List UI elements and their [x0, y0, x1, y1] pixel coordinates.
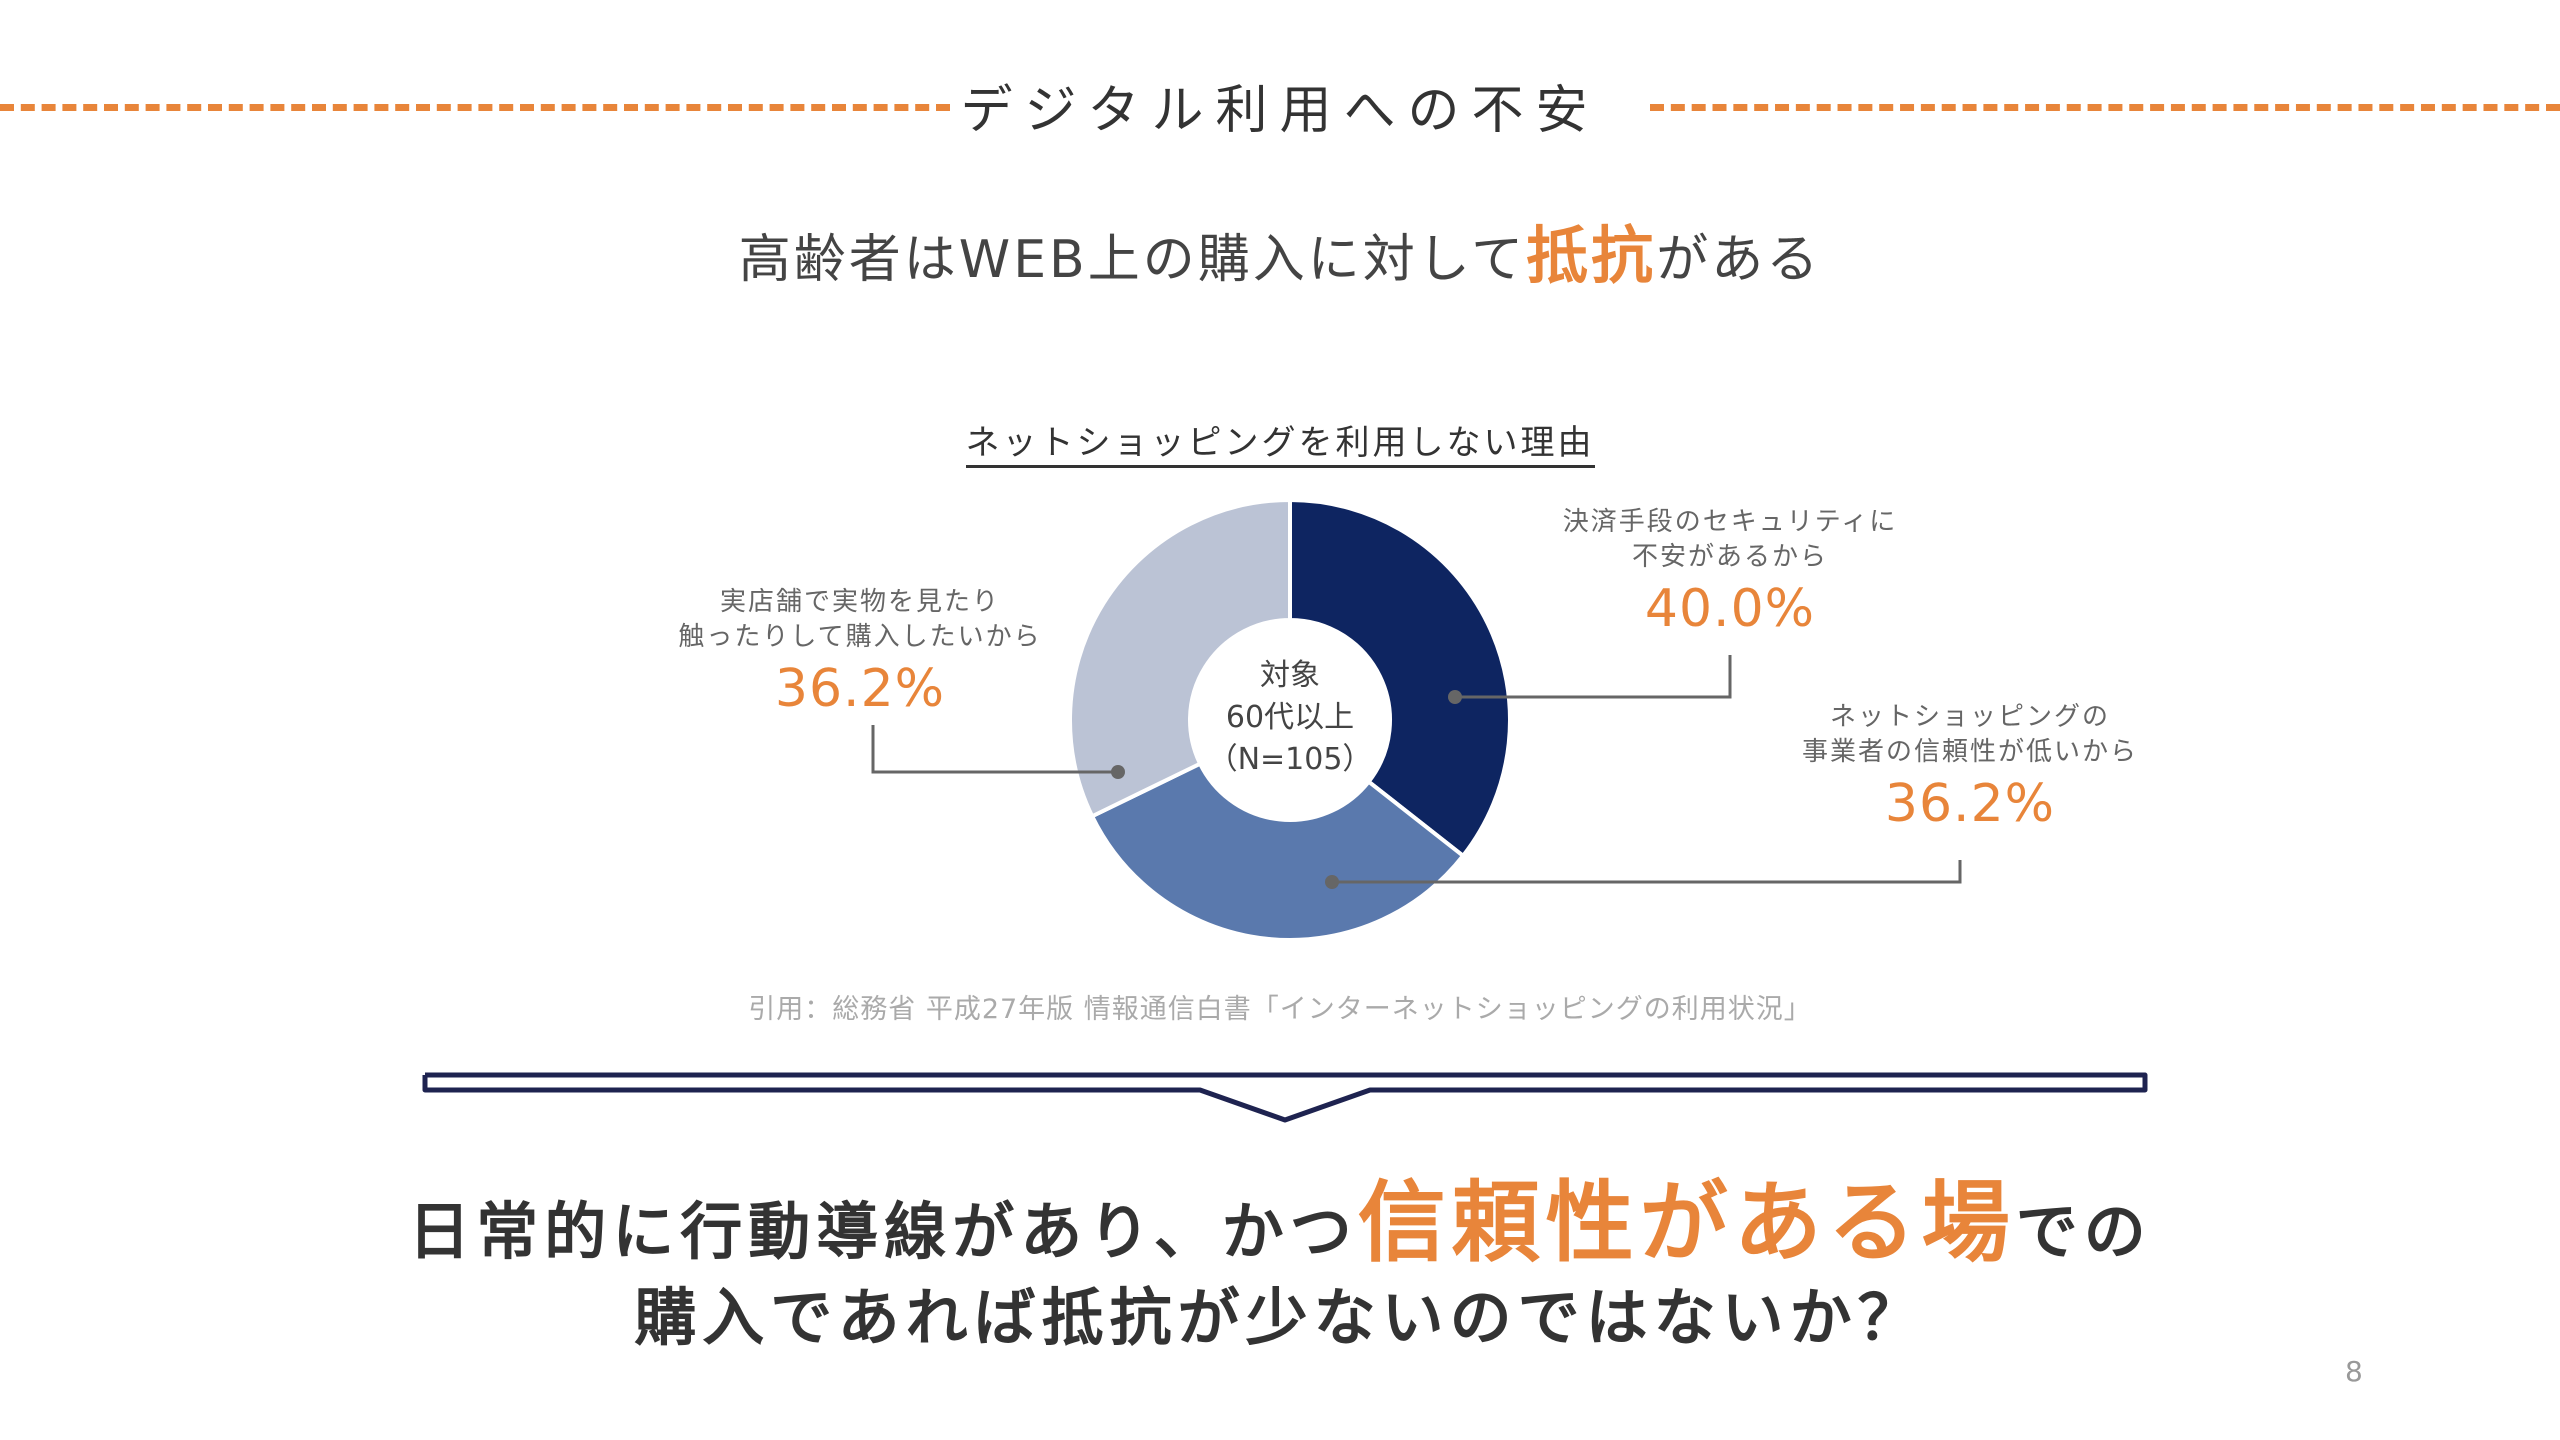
- callout-security-line-1: 決済手段のセキュリティに: [1562, 507, 1898, 537]
- chart-title: ネットショッピングを利用しない理由: [0, 415, 2560, 468]
- callout-trust: ネットショッピングの 事業者の信頼性が低いから 36.2%: [1760, 700, 2180, 836]
- citation: 引用：総務省 平成27年版 情報通信白書「インターネットショッピングの利用状況」: [748, 994, 1812, 1025]
- leader-line-instore-dot: [1111, 765, 1125, 779]
- subtitle-text: 高齢者はWEB上の購入に対して: [738, 230, 1527, 290]
- callout-instore-line-1: 実店舗で実物を見たり: [719, 587, 1000, 617]
- bracket-shape: [422, 1072, 2148, 1123]
- header-dashed-line-right: [1650, 104, 2560, 111]
- subtitle-text-end: がある: [1656, 230, 1822, 290]
- center-label-line-2: 60代以上: [1225, 700, 1355, 735]
- conclusion-line-1: 日常的に行動導線があり、かつ信頼性がある場での: [0, 1179, 2560, 1275]
- donut-slice-security: [1288, 497, 1512, 859]
- leader-line-trust: [1332, 860, 1962, 884]
- callout-instore: 実店舗で実物を見たり 触ったりして購入したいから 36.2%: [640, 585, 1080, 721]
- callout-trust-value: 36.2%: [1884, 774, 2056, 834]
- callout-security-value: 40.0%: [1644, 579, 1816, 639]
- leader-line-instore: [871, 725, 1118, 774]
- center-label-line-3: （N=105）: [1207, 742, 1373, 777]
- callout-instore-line-2: 触ったりして購入したいから: [678, 622, 1042, 652]
- slide-subtitle: 高齢者はWEB上の購入に対して抵抗がある: [0, 205, 2560, 295]
- callout-instore-value: 36.2%: [774, 659, 946, 719]
- conclusion: 日常的に行動導線があり、かつ信頼性がある場での 購入であれば抵抗が少ないのではな…: [0, 1179, 2560, 1361]
- donut-slice-instore: [1068, 497, 1292, 819]
- donut-center-label: 対象 60代以上 （N=105）: [1160, 655, 1420, 781]
- page-number: 8: [2345, 1355, 2363, 1388]
- center-label-line-1: 対象: [1260, 658, 1320, 693]
- section-title: デジタル利用への不安: [960, 81, 1600, 141]
- callout-trust-line-2: 事業者の信頼性が低いから: [1801, 737, 2138, 767]
- conclusion-highlight: 信頼性がある場: [1357, 1171, 2016, 1274]
- callout-security: 決済手段のセキュリティに 不安があるから 40.0%: [1470, 505, 1990, 641]
- leader-line-security: [1455, 655, 1732, 699]
- donut-chart: [871, 497, 1962, 942]
- callout-security-line-2: 不安があるから: [1631, 542, 1828, 572]
- callout-trust-line-1: ネットショッピングの: [1829, 702, 2110, 732]
- conclusion-line-1-after: での: [2015, 1195, 2152, 1268]
- conclusion-line-1-before: 日常的に行動導線があり、かつ: [408, 1195, 1358, 1268]
- leader-line-trust-dot: [1325, 875, 1339, 889]
- donut-slice-trust: [1089, 761, 1466, 942]
- subtitle-highlight: 抵抗: [1526, 219, 1657, 292]
- header-dashed-line-left: [0, 104, 950, 111]
- chart-title-text: ネットショッピングを利用しない理由: [965, 423, 1595, 468]
- conclusion-line-2: 購入であれば抵抗が少ないのではないか？: [634, 1281, 1926, 1354]
- leader-line-security-dot: [1448, 690, 1462, 704]
